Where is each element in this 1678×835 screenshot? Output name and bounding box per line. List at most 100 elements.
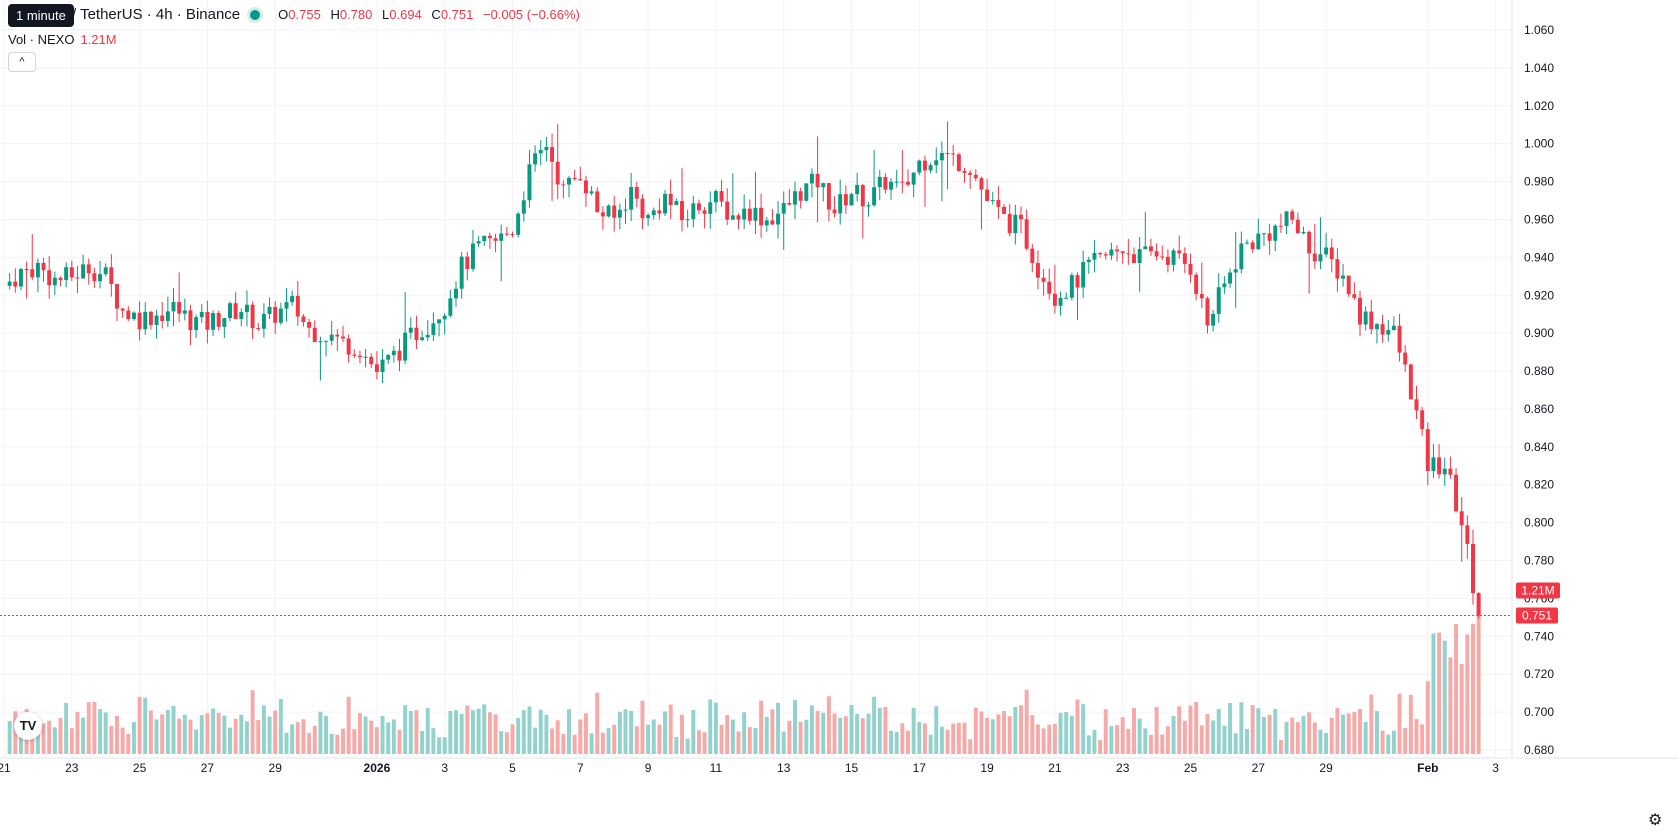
candle-body — [538, 150, 543, 154]
volume-bar — [600, 732, 605, 754]
volume-bar — [493, 714, 498, 754]
candle-body — [1171, 250, 1176, 265]
volume-bar — [1346, 713, 1351, 754]
volume-bar — [793, 700, 797, 754]
candle-body — [1312, 253, 1317, 262]
candle-body — [510, 234, 515, 236]
candle-body — [357, 355, 362, 358]
candle-body — [821, 183, 826, 188]
volume-bar — [640, 700, 645, 754]
volume-bar — [1437, 632, 1442, 754]
volume-bar — [1115, 725, 1120, 754]
candle-body — [369, 356, 374, 365]
candle-body — [1199, 293, 1204, 299]
symbol-title[interactable]: / TetherUS · 4h · Binance — [72, 6, 241, 23]
candle-body — [793, 191, 797, 205]
candle-body — [131, 312, 136, 320]
volume-bar — [476, 708, 481, 754]
volume-bar — [877, 707, 882, 754]
candle-body — [680, 201, 684, 221]
candle-body — [205, 311, 210, 330]
volume-bar — [1075, 699, 1080, 754]
time-tick-label: 27 — [1252, 761, 1266, 775]
volume-bar — [1024, 689, 1029, 754]
volume-bar — [1245, 728, 1249, 754]
volume-bar — [1052, 724, 1057, 754]
candle-body — [476, 241, 481, 244]
candle-body — [516, 213, 521, 235]
tradingview-logo-icon[interactable]: TV — [14, 712, 42, 740]
candle-body — [324, 340, 329, 342]
candle-body — [1414, 399, 1419, 411]
price-tick-label: 0.960 — [1524, 212, 1554, 226]
candle-body — [13, 281, 18, 287]
volume-bar — [634, 726, 639, 754]
volume-bar — [239, 714, 244, 754]
volume-bar — [1358, 708, 1362, 754]
volume-bar — [1165, 726, 1170, 754]
candle-body — [1120, 251, 1125, 254]
candle-body — [171, 301, 176, 312]
volume-bar — [1403, 728, 1408, 754]
time-axis[interactable]: 21 23 25 27 29 2026 3 5 7 9 11 13 15 17 19 21 23 25 27 29 Fe… — [0, 757, 1678, 775]
volume-bar — [1233, 733, 1238, 754]
candle-body — [1425, 429, 1430, 471]
candle-body — [945, 153, 950, 155]
volume-bar — [589, 733, 594, 754]
candle-body — [894, 181, 899, 183]
time-tick-label: 27 — [201, 761, 215, 775]
volume-bar — [629, 710, 634, 754]
candle-body — [493, 238, 498, 241]
price-axis[interactable]: 1.060 1.040 1.020 1.000 0.980 0.960 0.940 0.920… — [1511, 0, 1554, 758]
volume-bar — [696, 730, 701, 754]
candle-body — [1335, 259, 1340, 279]
volume-bar — [363, 716, 368, 754]
volume-bar — [177, 718, 182, 754]
candle-body — [52, 277, 57, 286]
volume-bar — [1081, 704, 1086, 754]
price-tick-label: 1.020 — [1524, 99, 1554, 113]
candle-body — [290, 295, 295, 303]
gear-icon[interactable]: ⚙ — [1648, 812, 1663, 829]
volume-bar — [504, 732, 509, 754]
candle-body — [115, 284, 119, 309]
volume-bar — [1137, 718, 1142, 754]
volume-bar — [148, 710, 153, 754]
volume-bar — [58, 717, 63, 754]
volume-bars — [7, 595, 1481, 754]
candle-body — [906, 181, 910, 185]
interval-tooltip: 1 minute — [8, 4, 74, 27]
volume-bar — [1386, 734, 1391, 754]
volume-bar — [250, 690, 255, 754]
volume-bar — [1211, 720, 1216, 754]
time-tick-label: 23 — [1116, 761, 1130, 775]
time-tick-label: 29 — [269, 761, 283, 775]
volume-bar — [1194, 702, 1199, 754]
volume-bar — [312, 725, 317, 754]
volume-bar — [75, 712, 80, 754]
volume-bar — [448, 711, 453, 754]
candle-body — [47, 270, 52, 286]
candle-body — [1341, 275, 1346, 279]
volume-bar — [1239, 702, 1244, 754]
candle-body — [1194, 274, 1199, 294]
volume-bar — [826, 696, 831, 754]
time-tick-label: 21 — [1048, 761, 1062, 775]
price-tick-label: 1.060 — [1524, 23, 1554, 37]
volume-bar — [470, 710, 475, 754]
volume-bar — [482, 704, 487, 754]
candle-body — [1132, 254, 1136, 263]
candle-body — [691, 203, 696, 220]
collapse-legend-button[interactable]: ^ — [8, 52, 36, 72]
candle-body — [1058, 297, 1063, 306]
candle-body — [798, 191, 803, 201]
price-tick-label: 1.000 — [1524, 137, 1554, 151]
candle-body — [872, 187, 877, 206]
candle-body — [58, 277, 63, 280]
candle-body — [1397, 325, 1402, 353]
volume-bar — [1103, 709, 1108, 754]
volume-bar — [216, 712, 221, 754]
candle-body — [1420, 410, 1425, 430]
volume-bar — [290, 724, 295, 754]
